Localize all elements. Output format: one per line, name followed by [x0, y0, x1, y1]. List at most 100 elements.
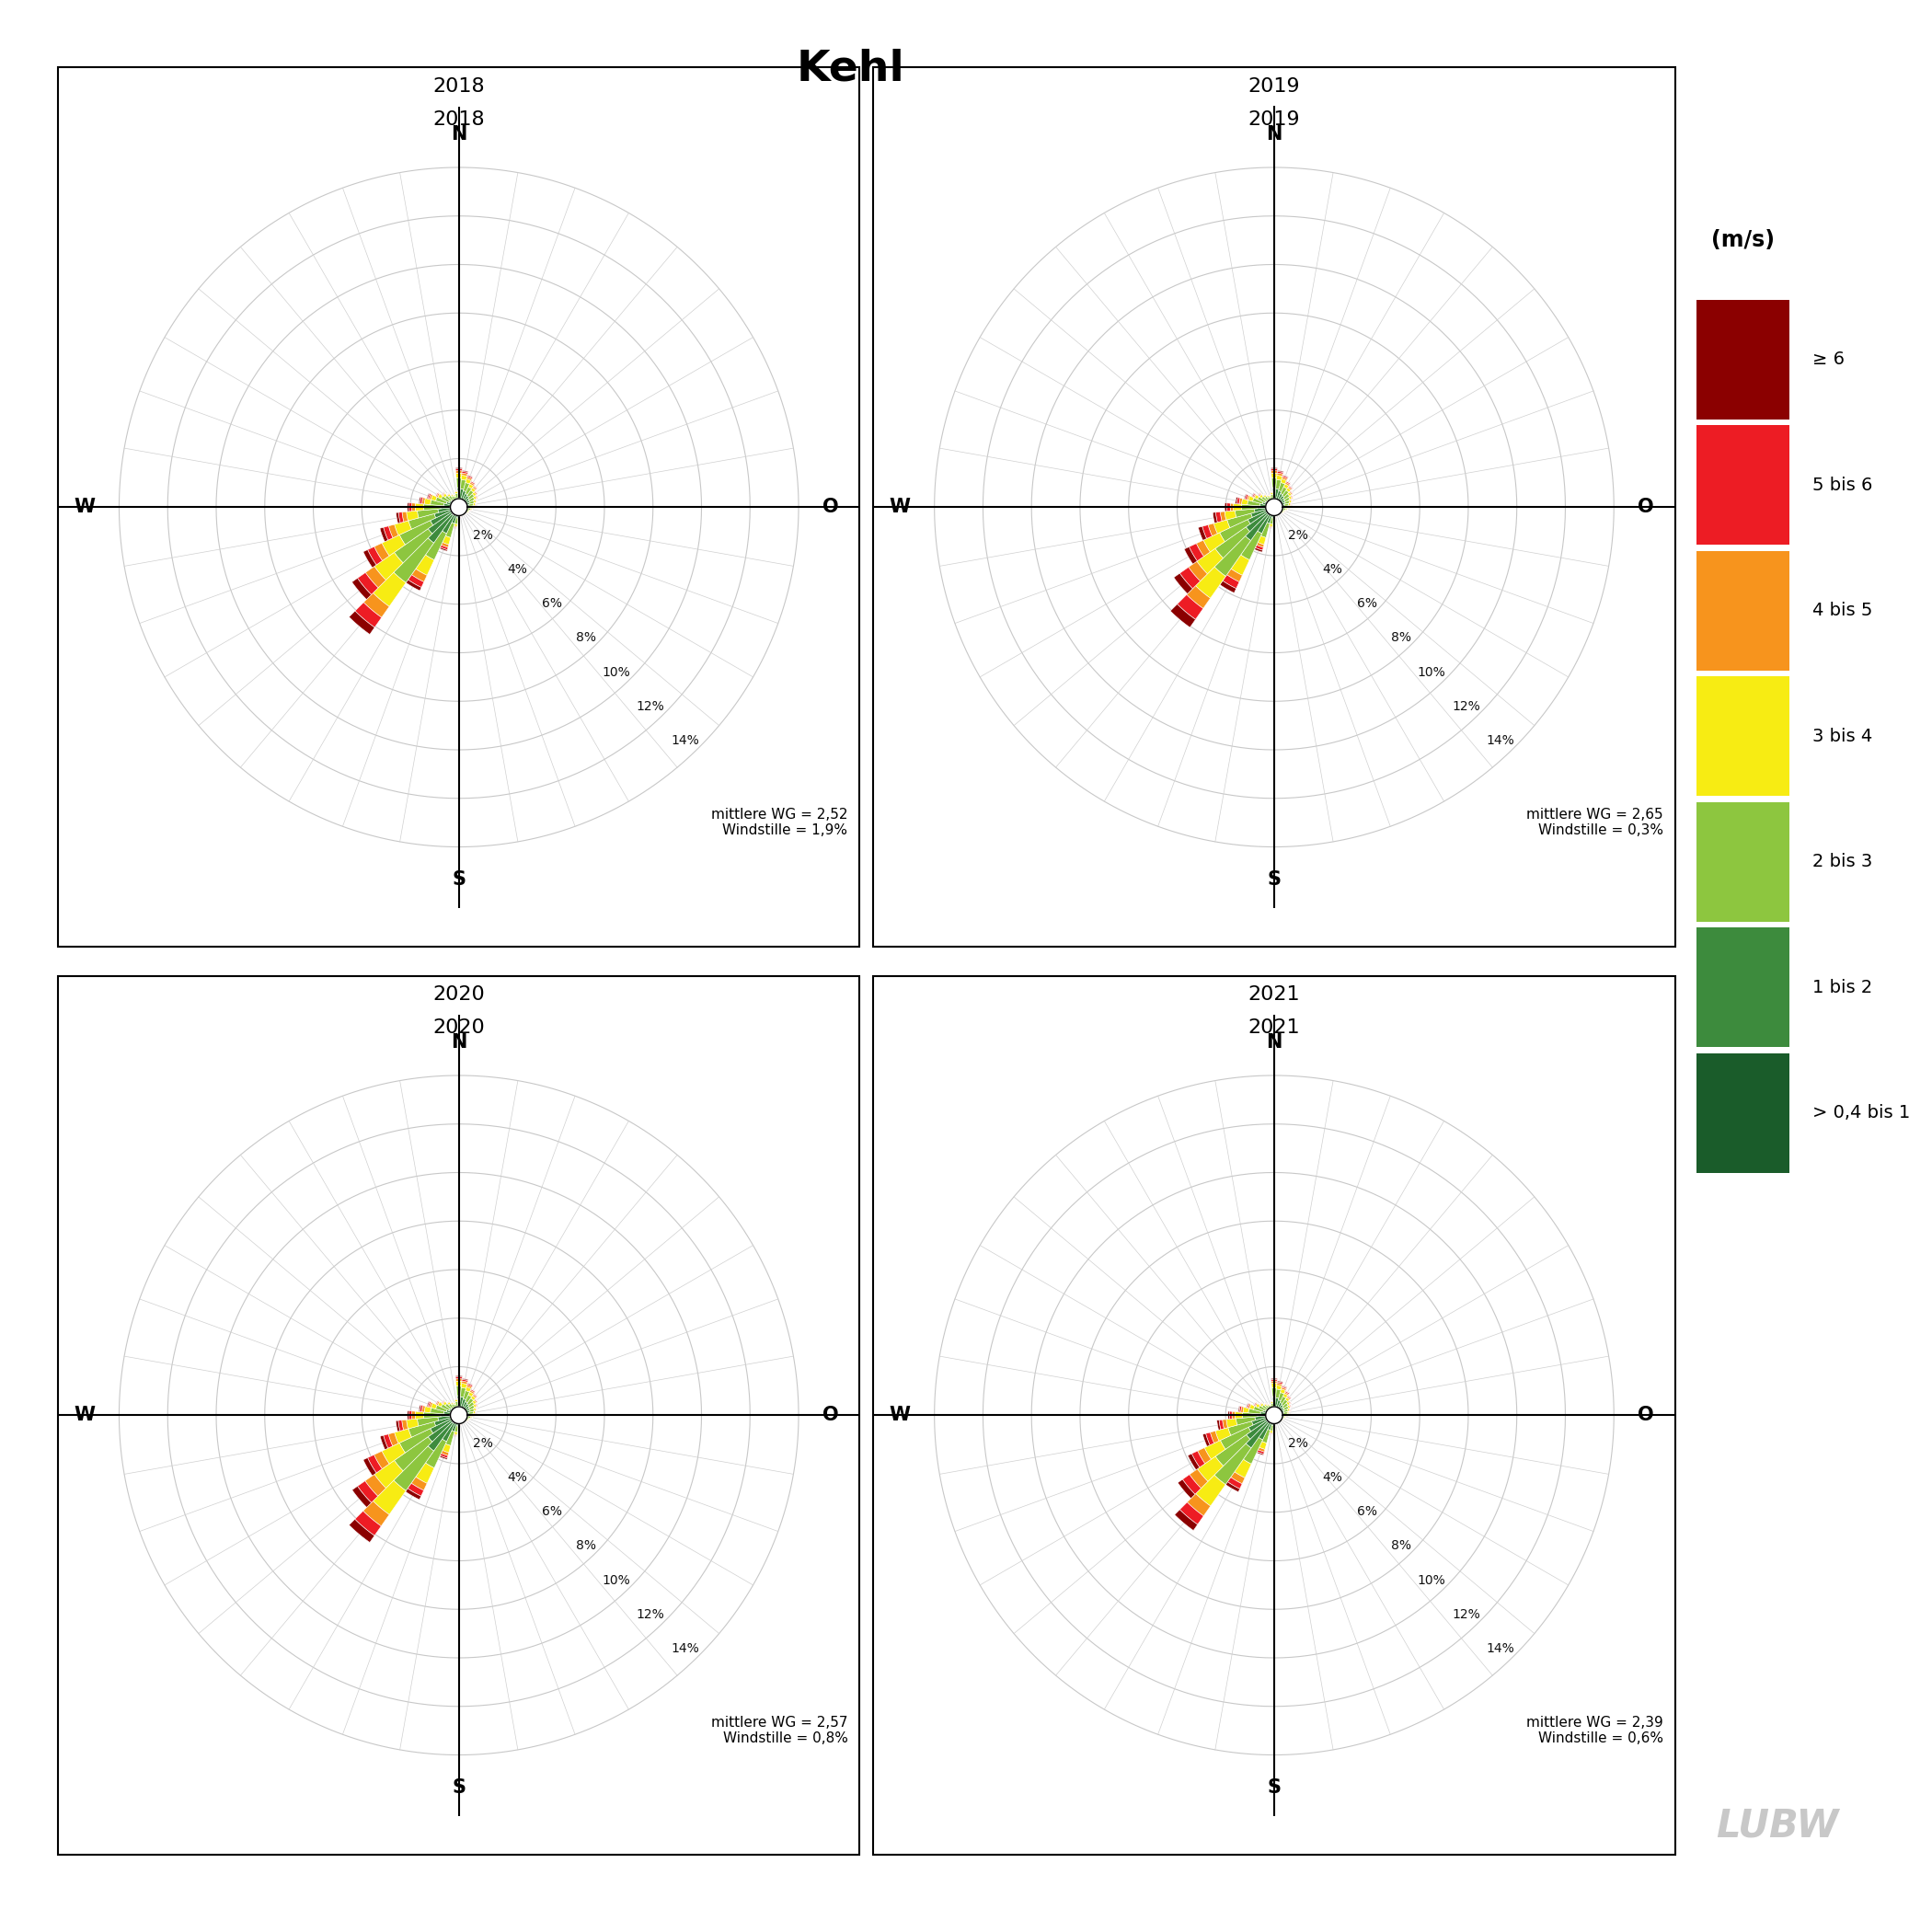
Polygon shape [468, 483, 473, 489]
Polygon shape [462, 471, 468, 473]
Text: 2020: 2020 [433, 985, 485, 1005]
Polygon shape [446, 522, 454, 537]
Polygon shape [437, 493, 440, 497]
Polygon shape [1281, 1399, 1289, 1406]
Polygon shape [444, 1403, 452, 1410]
Text: LUBW: LUBW [1716, 1806, 1839, 1845]
Polygon shape [402, 1420, 408, 1430]
Text: mittlere WG = 2,65
Windstille = 0,3%: mittlere WG = 2,65 Windstille = 0,3% [1526, 808, 1663, 838]
Polygon shape [1269, 1414, 1275, 1418]
Text: 14%: 14% [1486, 734, 1515, 748]
Polygon shape [425, 1439, 446, 1468]
Polygon shape [1252, 498, 1264, 504]
Polygon shape [1175, 1509, 1198, 1530]
Polygon shape [456, 477, 462, 487]
Polygon shape [440, 1453, 448, 1459]
Text: N: N [450, 126, 468, 143]
Polygon shape [1283, 1385, 1287, 1387]
Polygon shape [1254, 547, 1264, 553]
Polygon shape [439, 1455, 448, 1459]
Polygon shape [439, 508, 454, 512]
Polygon shape [1277, 475, 1283, 481]
Polygon shape [1227, 502, 1231, 512]
Polygon shape [1267, 506, 1275, 514]
Text: 2%: 2% [473, 1437, 493, 1449]
Polygon shape [1180, 1503, 1204, 1524]
Polygon shape [462, 504, 469, 506]
Polygon shape [456, 1414, 458, 1420]
Polygon shape [452, 506, 458, 514]
Polygon shape [1204, 533, 1225, 553]
Polygon shape [446, 1401, 448, 1403]
Text: 12%: 12% [1451, 1607, 1480, 1621]
Polygon shape [458, 502, 462, 506]
Polygon shape [1244, 495, 1246, 498]
Polygon shape [452, 500, 458, 504]
Polygon shape [1242, 1412, 1258, 1418]
Polygon shape [1265, 500, 1271, 506]
Polygon shape [469, 1405, 475, 1410]
Polygon shape [464, 1418, 466, 1422]
Polygon shape [1281, 487, 1287, 495]
Polygon shape [352, 1486, 371, 1507]
Polygon shape [460, 1399, 466, 1410]
Polygon shape [1285, 1391, 1289, 1395]
Polygon shape [406, 580, 421, 591]
Polygon shape [396, 1420, 400, 1432]
Polygon shape [1227, 568, 1242, 582]
Polygon shape [462, 493, 468, 502]
Polygon shape [1233, 1412, 1235, 1418]
Polygon shape [456, 504, 458, 506]
Polygon shape [435, 1401, 439, 1405]
Polygon shape [1250, 1405, 1254, 1410]
Polygon shape [1275, 1410, 1277, 1414]
Polygon shape [1275, 500, 1277, 506]
Polygon shape [406, 1488, 421, 1499]
Polygon shape [454, 500, 458, 504]
Polygon shape [450, 500, 456, 506]
Text: 2018: 2018 [433, 77, 485, 97]
Polygon shape [373, 572, 406, 607]
Polygon shape [1202, 526, 1211, 539]
Polygon shape [1275, 510, 1277, 512]
Polygon shape [1252, 1416, 1269, 1426]
Polygon shape [1196, 1474, 1225, 1507]
Polygon shape [375, 1451, 388, 1468]
Polygon shape [394, 1428, 412, 1443]
Polygon shape [1179, 1480, 1196, 1499]
Polygon shape [1246, 1403, 1250, 1408]
Polygon shape [435, 1401, 439, 1405]
Polygon shape [456, 1408, 458, 1412]
Text: 2%: 2% [1289, 1437, 1308, 1449]
Text: S: S [1267, 1779, 1281, 1797]
Polygon shape [1236, 497, 1240, 504]
Polygon shape [425, 1406, 431, 1412]
Polygon shape [1258, 1420, 1271, 1439]
Polygon shape [1275, 491, 1281, 502]
Polygon shape [419, 497, 421, 504]
Polygon shape [1277, 1420, 1279, 1422]
Text: 3 bis 4: 3 bis 4 [1812, 726, 1872, 746]
Polygon shape [1267, 512, 1273, 524]
Polygon shape [1240, 531, 1262, 560]
Polygon shape [460, 1387, 466, 1397]
Polygon shape [1246, 1420, 1269, 1439]
Polygon shape [468, 495, 475, 500]
Text: 2 bis 3: 2 bis 3 [1812, 852, 1872, 871]
Polygon shape [1184, 547, 1198, 564]
Polygon shape [456, 1418, 458, 1426]
Polygon shape [1229, 1410, 1233, 1420]
Polygon shape [446, 493, 450, 497]
Polygon shape [1285, 500, 1291, 504]
Polygon shape [452, 1408, 458, 1412]
Polygon shape [435, 497, 446, 504]
Polygon shape [427, 1401, 431, 1406]
Polygon shape [444, 1410, 454, 1414]
Text: 8%: 8% [576, 1540, 597, 1553]
Polygon shape [412, 1476, 427, 1490]
Polygon shape [1264, 1403, 1265, 1405]
Polygon shape [381, 1435, 388, 1449]
Polygon shape [456, 1385, 462, 1395]
Polygon shape [408, 574, 423, 587]
Text: 2018: 2018 [433, 110, 485, 129]
